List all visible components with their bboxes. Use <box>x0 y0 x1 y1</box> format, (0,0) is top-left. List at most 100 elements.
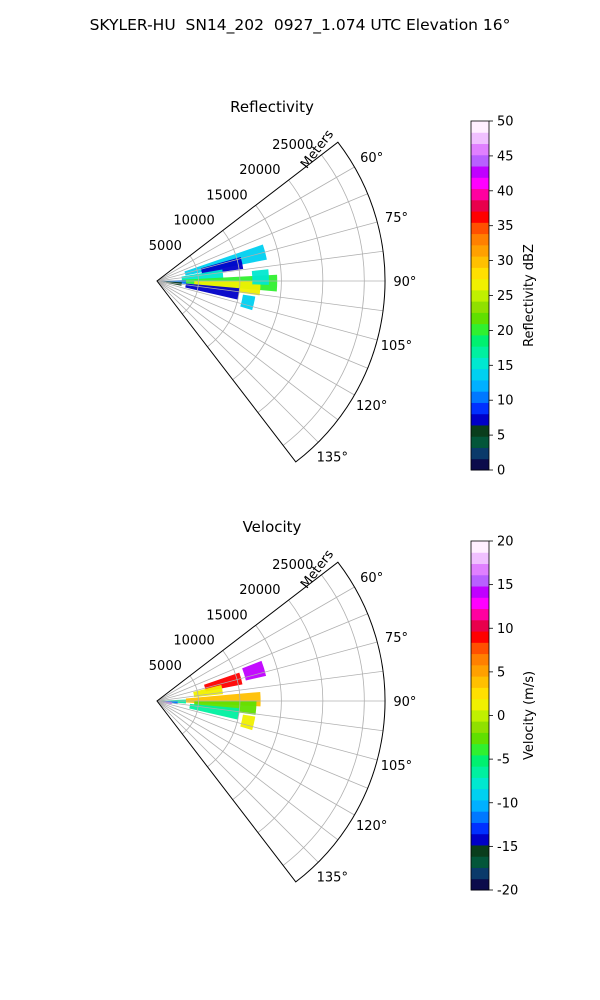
colorbar-tick-label: 20 <box>497 535 514 550</box>
azimuth-gridline <box>156 166 355 282</box>
colorbar-segment <box>471 822 489 835</box>
colorbar-segment <box>471 619 489 632</box>
azimuth-gridline <box>156 670 384 702</box>
colorbar-segment <box>471 642 489 655</box>
colorbar-segment <box>471 143 489 156</box>
colorbar-segment <box>471 222 489 235</box>
range-ring <box>257 179 324 413</box>
colorbar-segment <box>471 132 489 145</box>
colorbar-tick-label: -15 <box>497 840 518 855</box>
colorbar-tick-label: 30 <box>497 254 514 269</box>
azimuth-tick-label: 120° <box>356 819 387 834</box>
colorbar-tick-label: 50 <box>497 115 514 130</box>
azimuth-tick-label: 90° <box>393 695 416 710</box>
colorbar-segment <box>471 664 489 677</box>
panel-title: Velocity <box>243 518 302 536</box>
azimuth-gridline <box>156 700 339 841</box>
azimuth-tick-label: 105° <box>381 759 412 774</box>
range-tick-label: 15000 <box>206 608 247 623</box>
echo-region <box>240 294 256 311</box>
echo-region <box>251 269 269 285</box>
azimuth-gridline <box>156 250 384 282</box>
azimuth-tick-label: 90° <box>393 275 416 290</box>
colorbar-segment <box>471 844 489 857</box>
colorbar-segment <box>471 424 489 437</box>
range-tick-label: 5000 <box>149 239 182 254</box>
azimuth-gridline <box>156 700 378 761</box>
azimuth-gridline <box>156 613 368 702</box>
colorbar-segment <box>471 199 489 212</box>
colorbar-segment <box>471 811 489 823</box>
page-title: SKYLER-HU SN14_202 0927_1.074 UTC Elevat… <box>89 16 511 34</box>
colorbar-tick-label: 5 <box>497 665 505 680</box>
colorbar-tick-label: 15 <box>497 578 514 593</box>
colorbar-tick-label: 35 <box>497 219 514 234</box>
colorbar-segment <box>471 788 489 801</box>
range-tick-label: 5000 <box>149 659 182 674</box>
colorbar-segment <box>471 721 489 733</box>
colorbar-segment <box>471 301 489 313</box>
colorbar-segment <box>471 597 489 610</box>
colorbar-segment <box>471 732 489 745</box>
colorbar-segment <box>471 121 489 133</box>
colorbar-segment <box>471 698 489 711</box>
colorbar-segment <box>471 323 489 336</box>
colorbar-segment <box>471 586 489 598</box>
colorbar-segment <box>471 346 489 358</box>
colorbar-tick-label: 20 <box>497 324 514 339</box>
colorbar-segment <box>471 379 489 392</box>
colorbar-tick-label: 0 <box>497 464 505 479</box>
colorbar-segment <box>471 278 489 291</box>
echo-region <box>242 660 267 681</box>
azimuth-gridline <box>156 280 384 312</box>
colorbar-tick-label: 40 <box>497 184 514 199</box>
azimuth-tick-label: 75° <box>385 631 408 646</box>
colorbar-segment <box>471 766 489 778</box>
colorbar-segment <box>471 743 489 756</box>
echo-region <box>204 672 243 692</box>
colorbar-segment <box>471 856 489 868</box>
colorbar-segment <box>471 563 489 576</box>
colorbar-segment <box>471 541 489 553</box>
colorbar-segment <box>471 256 489 268</box>
azimuth-gridline <box>156 193 368 282</box>
colorbar-segment <box>471 177 489 190</box>
range-ring <box>282 154 365 446</box>
colorbar-segment <box>471 447 489 460</box>
azimuth-gridline <box>156 280 378 341</box>
colorbar-segment <box>471 574 489 587</box>
echo-region <box>189 703 240 720</box>
colorbar-segment <box>471 631 489 643</box>
colorbar-segment <box>471 312 489 325</box>
colorbar-tick-label: 25 <box>497 289 514 304</box>
colorbar-segment <box>471 687 489 700</box>
colorbar-segment <box>471 754 489 767</box>
azimuth-gridline <box>156 700 368 789</box>
range-tick-label: 10000 <box>173 634 214 649</box>
range-tick-label: 15000 <box>206 188 247 203</box>
azimuth-tick-label: 105° <box>381 339 412 354</box>
azimuth-tick-label: 120° <box>356 399 387 414</box>
range-tick-label: 10000 <box>173 214 214 229</box>
azimuth-gridline <box>156 280 355 396</box>
range-ring <box>282 574 365 866</box>
azimuth-gridline <box>156 280 368 369</box>
colorbar-segment <box>471 413 489 426</box>
colorbar-segment <box>471 233 489 246</box>
echo-region <box>185 283 240 300</box>
colorbar-tick-label: 0 <box>497 709 505 724</box>
colorbar-tick-label: -10 <box>497 796 518 811</box>
colorbar-segment <box>471 867 489 880</box>
azimuth-gridline <box>156 280 339 421</box>
colorbar-segment <box>471 244 489 257</box>
colorbar-segment <box>471 289 489 302</box>
colorbar-tick-label: 5 <box>497 429 505 444</box>
echo-region <box>193 684 223 698</box>
colorbar-segment <box>471 211 489 223</box>
colorbar-segment <box>471 878 489 891</box>
colorbar-segment <box>471 267 489 280</box>
sector-outline <box>156 141 386 463</box>
colorbar-segment <box>471 368 489 381</box>
